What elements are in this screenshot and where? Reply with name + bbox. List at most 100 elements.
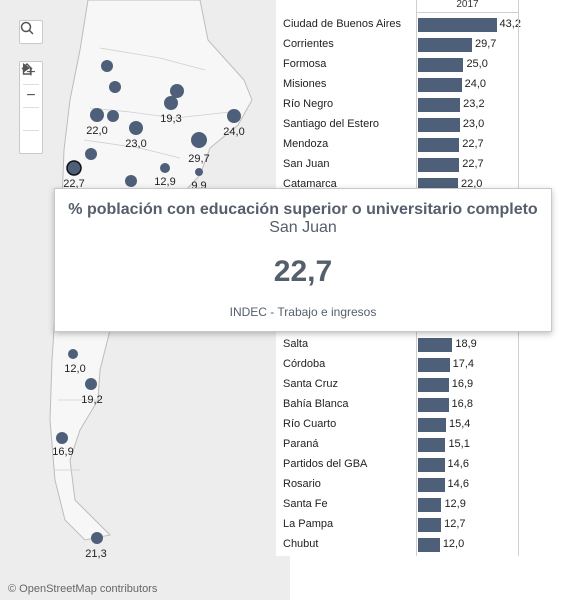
- row-category-label: Catamarca: [283, 178, 337, 190]
- play-icon[interactable]: [20, 63, 42, 153]
- map-bubble-label: 12,0: [64, 363, 85, 375]
- map-bubble[interactable]: [191, 132, 207, 148]
- table-row[interactable]: Río Negro 23,2: [276, 95, 519, 115]
- bar-value-label: 14,6: [447, 478, 469, 490]
- bar-cell: 12,0: [417, 535, 519, 555]
- search-icon[interactable]: [20, 21, 42, 43]
- bar[interactable]: [418, 478, 445, 492]
- tooltip: % población con educación superior o uni…: [54, 188, 552, 332]
- bar-cell: 16,8: [417, 395, 519, 415]
- table-row[interactable]: Chubut 12,0: [276, 535, 519, 555]
- table-row[interactable]: La Pampa 12,7: [276, 515, 519, 535]
- row-category-label: Salta: [283, 338, 309, 350]
- map-bubble[interactable]: [164, 96, 178, 110]
- map-bubble[interactable]: [101, 60, 113, 72]
- map-bubble[interactable]: [129, 121, 143, 135]
- bar[interactable]: [418, 518, 442, 532]
- bar[interactable]: [418, 58, 464, 72]
- table-row[interactable]: Paraná 15,1: [276, 435, 519, 455]
- map-bubble[interactable]: [91, 532, 103, 544]
- bar[interactable]: [418, 498, 442, 512]
- row-category-label: Chubut: [283, 538, 319, 550]
- bar[interactable]: [418, 98, 461, 112]
- bar-cell: 18,9: [417, 335, 519, 355]
- bar-value-label: 12,0: [442, 538, 465, 550]
- map-bubble[interactable]: [125, 175, 137, 187]
- row-category-label: Bahía Blanca: [283, 398, 349, 410]
- bar[interactable]: [418, 78, 462, 92]
- bar[interactable]: [418, 418, 446, 432]
- bar-value-label: 16,8: [451, 398, 473, 410]
- map-zoom-controls: + −: [19, 61, 43, 154]
- map-bubble[interactable]: [85, 148, 97, 160]
- map-bubble[interactable]: [107, 110, 119, 122]
- table-row[interactable]: Partidos del GBA 14,6: [276, 455, 519, 475]
- table-row[interactable]: Mendoza 22,7: [276, 135, 519, 155]
- bar-cell: 14,6: [417, 475, 519, 495]
- table-row[interactable]: Corrientes 29,7: [276, 35, 519, 55]
- table-row[interactable]: Córdoba 17,4: [276, 355, 519, 375]
- bar-cell: 12,7: [417, 515, 519, 535]
- map-bubble[interactable]: [227, 109, 241, 123]
- bar-cell: 23,0: [417, 115, 519, 135]
- table-row[interactable]: Santiago del Estero 23,0: [276, 115, 519, 135]
- bar[interactable]: [418, 398, 449, 412]
- table-row[interactable]: Río Cuarto 15,4: [276, 415, 519, 435]
- map-bubble-label: 23,0: [125, 138, 146, 150]
- map-bubble[interactable]: [195, 168, 203, 176]
- map-attribution: © OpenStreetMap contributors: [8, 583, 158, 595]
- table-row[interactable]: San Juan 22,7: [276, 155, 519, 175]
- bar[interactable]: [418, 18, 497, 32]
- table-row[interactable]: Formosa 25,0: [276, 55, 519, 75]
- map-bubble[interactable]: [56, 432, 68, 444]
- bar-value-label: 15,4: [448, 418, 471, 430]
- map-bubble[interactable]: [90, 108, 104, 122]
- table-row[interactable]: Ciudad de Buenos Aires 43,2: [276, 15, 521, 35]
- home-icon[interactable]: [20, 63, 42, 130]
- table-row[interactable]: Rosario 14,6: [276, 475, 519, 495]
- bar[interactable]: [418, 458, 445, 472]
- table-row[interactable]: Bahía Blanca 16,8: [276, 395, 519, 415]
- bar-cell: 29,7: [417, 35, 519, 55]
- tooltip-title: % población con educación superior o uni…: [68, 201, 538, 218]
- bar[interactable]: [418, 538, 440, 552]
- bar[interactable]: [418, 38, 472, 52]
- map-bubble[interactable]: [85, 378, 97, 390]
- row-category-label: Corrientes: [283, 38, 334, 50]
- bar-value-label: 22,7: [462, 138, 484, 150]
- bar-cell: 22,7: [417, 135, 519, 155]
- bar[interactable]: [418, 158, 460, 172]
- bar[interactable]: [418, 138, 460, 152]
- zoom-out-button[interactable]: −: [26, 87, 36, 104]
- map-bubble[interactable]: [68, 349, 78, 359]
- bar-cell: 25,0: [417, 55, 519, 75]
- bar[interactable]: [418, 338, 453, 352]
- bar[interactable]: [418, 438, 446, 452]
- bar-cell: 14,6: [417, 455, 519, 475]
- table-row[interactable]: Santa Cruz 16,9: [276, 375, 519, 395]
- bar-cell: 43,2: [417, 15, 521, 35]
- table-row[interactable]: Misiones 24,0: [276, 75, 519, 95]
- bar[interactable]: [418, 118, 460, 132]
- control-divider: [23, 107, 39, 108]
- row-category-label: Paraná: [283, 438, 319, 450]
- row-category-label: Santiago del Estero: [283, 118, 380, 130]
- map-bubble-label: 19,2: [81, 394, 102, 406]
- bar[interactable]: [418, 358, 450, 372]
- map-search-control[interactable]: [19, 20, 43, 44]
- map-bubble[interactable]: [170, 84, 184, 98]
- bar-cell: 16,9: [417, 375, 519, 395]
- table-row[interactable]: Salta 18,9: [276, 335, 519, 355]
- bar[interactable]: [418, 378, 449, 392]
- tooltip-source: INDEC - Trabajo e ingresos: [229, 305, 377, 319]
- row-category-label: Partidos del GBA: [283, 458, 368, 470]
- map-bubble[interactable]: [66, 160, 82, 176]
- map-bubble-label: 22,7: [63, 178, 84, 190]
- bar-value-label: 43,2: [499, 18, 521, 30]
- row-category-label: Rosario: [283, 478, 321, 490]
- map-bubble-label: 12,9: [154, 176, 175, 188]
- bar-value-label: 25,0: [466, 58, 488, 70]
- table-row[interactable]: Santa Fe 12,9: [276, 495, 519, 515]
- map-bubble[interactable]: [109, 81, 121, 93]
- map-bubble[interactable]: [160, 163, 170, 173]
